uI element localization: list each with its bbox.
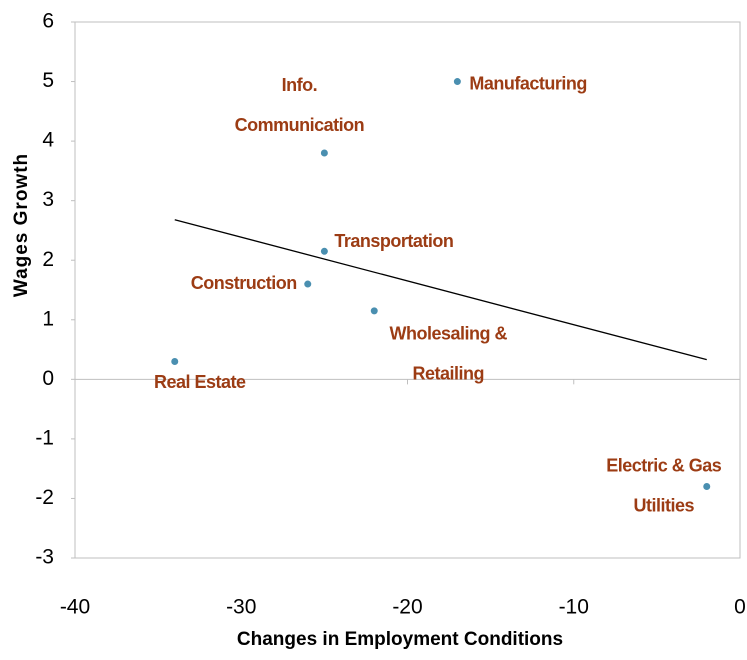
y-tick-label: -2	[35, 486, 54, 509]
point-label: Transportation	[334, 231, 453, 251]
y-tick-label: -1	[35, 426, 54, 449]
point-label: Construction	[191, 273, 297, 293]
y-tick-label: -3	[35, 546, 54, 569]
scatter-point	[171, 357, 179, 365]
scatter-point	[320, 247, 328, 255]
x-tick-label: 0	[734, 596, 746, 619]
x-tick-label: -20	[392, 596, 422, 619]
y-tick-label: 4	[42, 129, 54, 152]
scatter-point	[320, 149, 328, 157]
x-axis-title: Changes in Employment Conditions	[237, 629, 563, 650]
y-tick-label: 5	[42, 69, 54, 92]
point-label: Communication	[235, 115, 365, 135]
point-label: Electric & Gas	[606, 455, 722, 475]
scatter-point	[453, 78, 461, 86]
point-label: Real Estate	[154, 372, 246, 392]
point-label: Wholesaling &	[389, 324, 507, 344]
trendline	[174, 219, 707, 361]
scatter-point	[304, 280, 312, 288]
y-tick-label: 1	[42, 307, 54, 330]
point-label: Info.	[282, 75, 318, 95]
scatter-point	[370, 307, 378, 315]
y-tick-label: 2	[42, 248, 54, 271]
y-tick-label: 3	[42, 188, 54, 211]
x-tick-label: -10	[559, 596, 589, 619]
point-label: Retailing	[412, 364, 484, 384]
y-tick-label: 6	[42, 10, 54, 33]
x-tick-label: -30	[226, 596, 256, 619]
x-tick-label: -40	[60, 596, 90, 619]
scatter-point	[703, 483, 711, 491]
plot-frame	[74, 21, 741, 559]
y-tick-label: 0	[42, 367, 54, 390]
point-label: Manufacturing	[469, 73, 587, 93]
point-label: Utilities	[633, 495, 694, 515]
y-axis-title: Wages Growth	[11, 153, 32, 297]
